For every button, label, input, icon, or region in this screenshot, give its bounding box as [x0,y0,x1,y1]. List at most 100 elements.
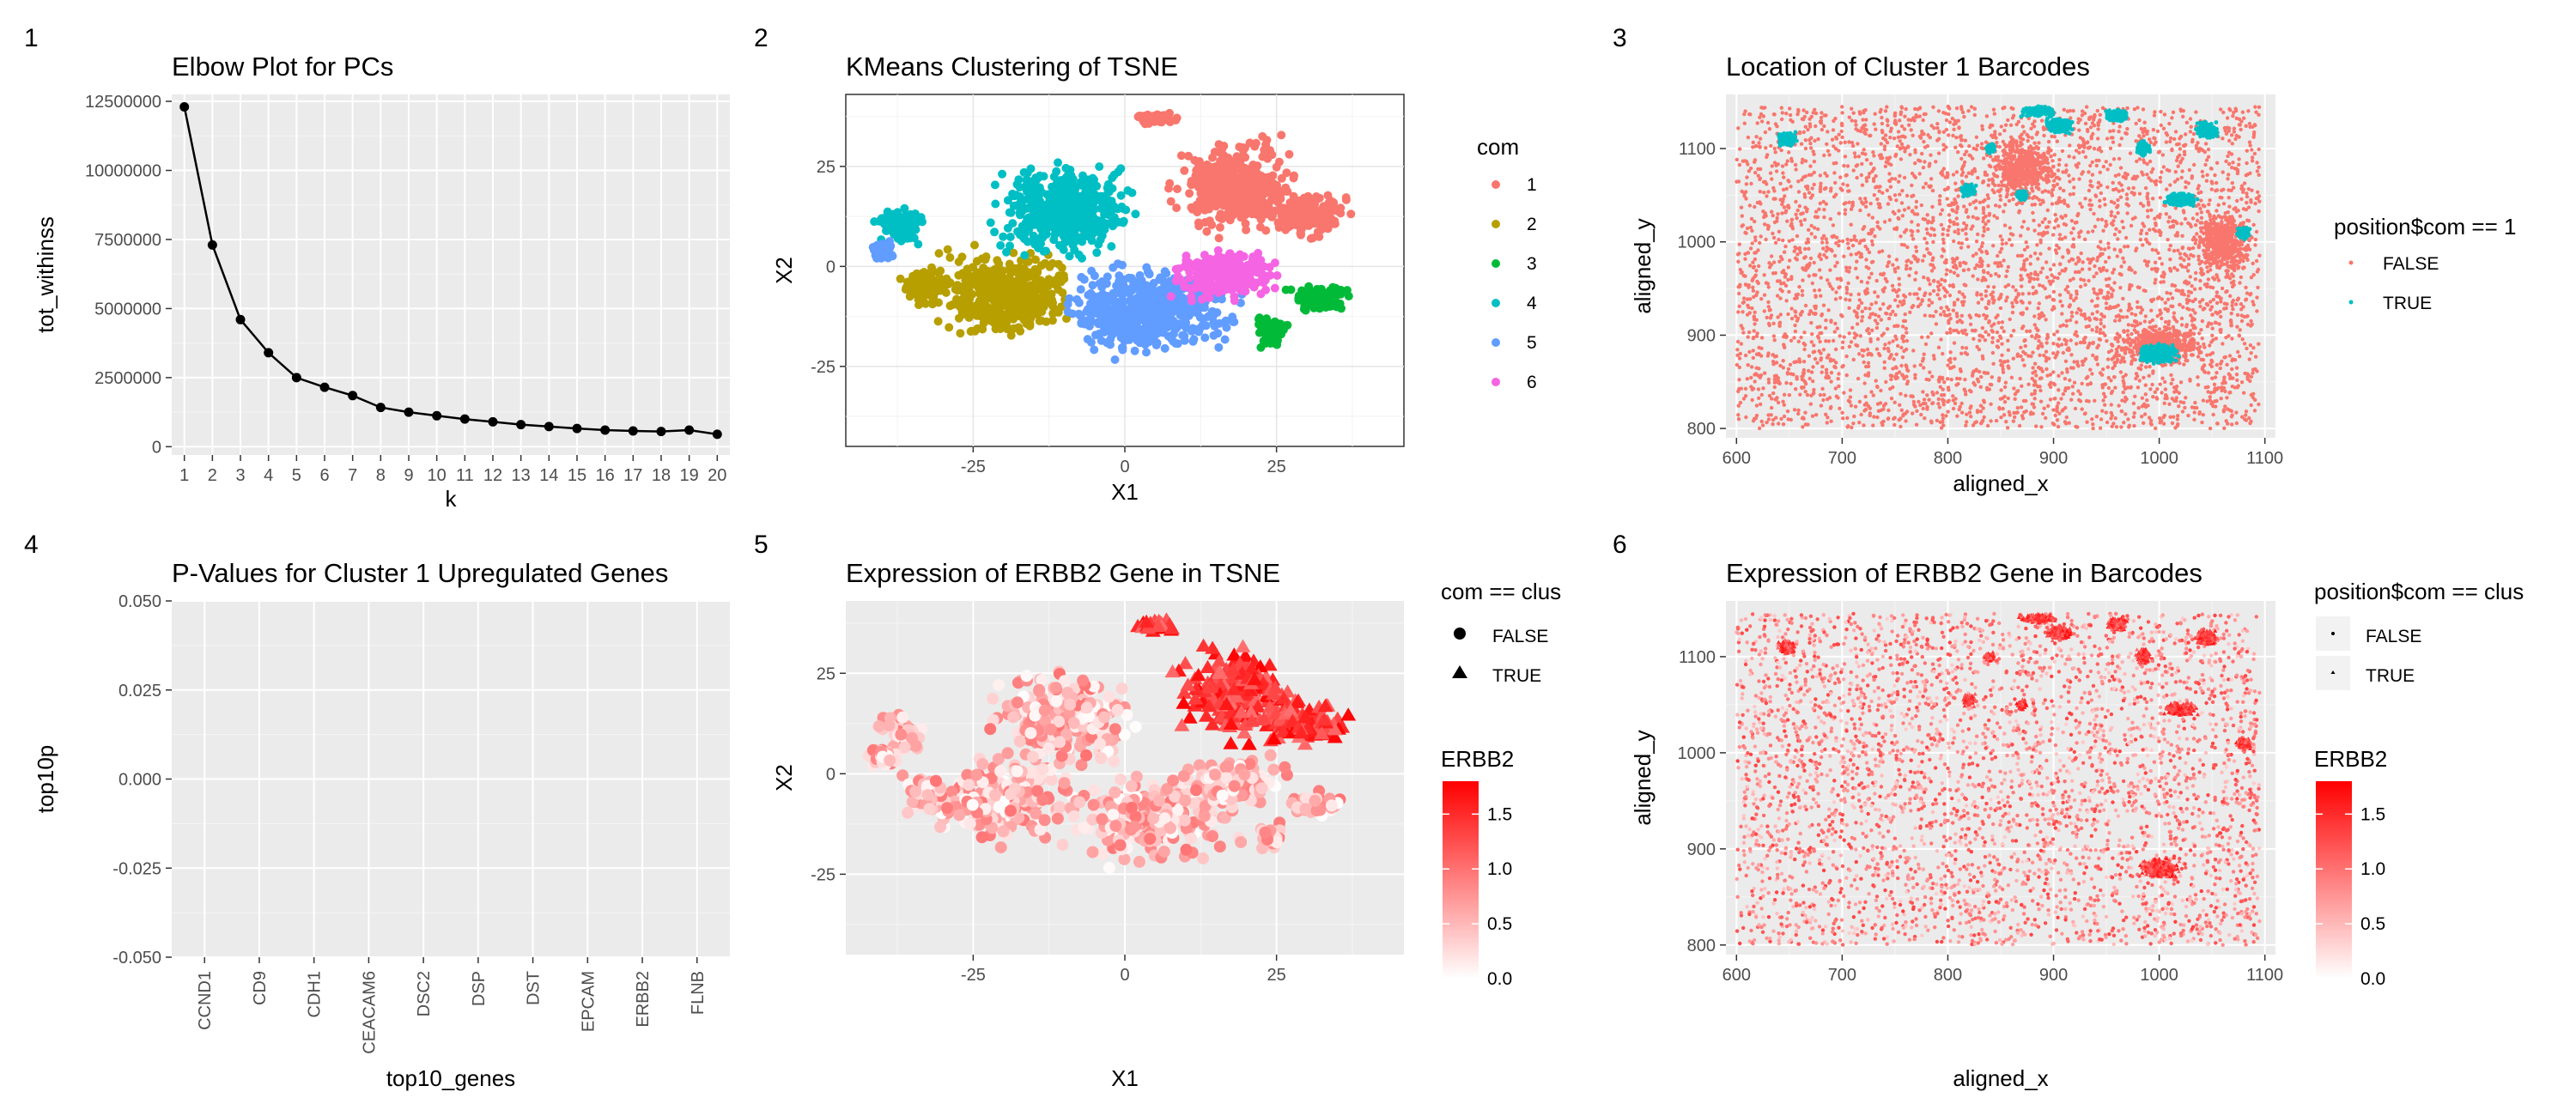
location-point-false [2095,345,2099,350]
elbow-point [628,426,638,436]
location-point-false [1803,390,1807,394]
location-point-false [1955,297,1960,302]
kmeans-point-cluster-1 [1242,225,1251,234]
location-point-false [2080,381,2084,385]
location-point-false [1938,194,1942,198]
location-point-false [2153,136,2157,141]
kmeans-point-cluster-2 [952,294,961,304]
location-point-false [1817,288,1822,293]
location-point-false [1999,124,2003,129]
kmeans-point-cluster-4 [1107,242,1116,251]
location-point-false [2087,188,2092,193]
kmeans-point-cluster-6 [1230,296,1239,306]
location-point-false [2184,324,2189,329]
location-point-false [2210,351,2215,355]
kmeans-point-cluster-4 [1095,226,1104,235]
location-point-false [2245,191,2249,196]
location-point-false [2119,264,2123,269]
location-point-false [2153,110,2157,114]
location-point-false [2077,234,2081,239]
elbow-point [684,425,695,435]
location-point-false [1741,397,1747,401]
location-point-false [1921,406,1925,411]
location-point-false [1871,150,1875,155]
location-point-false [2002,209,2006,214]
location-point-false [1955,319,1959,324]
kmeans-point-cluster-2 [957,252,967,262]
location-point-false [2178,380,2184,385]
location-point-false [2186,269,2190,273]
location-point-false [1813,288,1817,293]
elbow-y-tick-label: 7500000 [94,231,161,250]
kmeans-point-cluster-6 [1256,289,1266,299]
kmeans-point-cluster-5 [1145,270,1154,278]
location-point-false [2112,281,2117,285]
location-point-false [1917,172,1922,176]
panel-tag-1: 1 [24,24,39,52]
kmeans-point-cluster-5 [1105,305,1115,314]
location-point-false [2218,366,2222,371]
location-point-false [2032,323,2037,327]
kmeans-point-cluster-4 [996,240,1005,250]
kmeans-point-cluster-1 [1232,196,1242,205]
location-point-false [2096,127,2100,131]
location-point-false [2081,149,2086,154]
location-point-false [1771,422,1775,427]
location-point-false [2072,380,2077,385]
kmeans-point-cluster-5 [1099,294,1109,304]
location-point-false [2011,305,2015,309]
location-point-false [1898,173,1902,179]
location-point-false [1865,287,1869,291]
location-point-false [1833,297,1838,301]
location-point-false [1871,393,1875,397]
elbow-plot-area [172,94,730,455]
location-point-false [1945,197,1949,201]
location-point-false [2234,373,2239,377]
elbow-point [488,416,498,427]
location-point-false [2199,215,2204,220]
location-point-false [1854,266,1858,270]
location-point-false [1923,313,1927,318]
location-point-false [1869,239,1874,244]
location-point-false [1894,198,1899,203]
location-point-false [2083,237,2087,241]
location-point-false [1860,315,1865,319]
location-point-false [1994,272,1998,276]
elbow-x-tick-label: 8 [376,466,386,485]
location-point-false [1984,140,1989,144]
kmeans-point-cluster-4 [1114,217,1123,227]
location-point-false [1986,227,1990,232]
location-point-false [2090,299,2094,303]
kmeans-point-cluster-4 [1074,250,1084,259]
location-point-false [2132,411,2136,415]
kmeans-point-cluster-4 [1116,191,1126,200]
location-point-false [1910,234,1914,238]
kmeans-point-cluster-5 [1209,331,1218,340]
kmeans-point-cluster-1 [1230,164,1239,173]
location-point-false [1874,347,1880,351]
location-point-false [2000,342,2004,346]
location-point-false [1862,423,1866,428]
location-point-false [2121,256,2125,260]
location-point-false [2117,403,2121,408]
kmeans-point-cluster-4 [1042,246,1050,256]
location-point-false [1964,227,1968,231]
location-point-false [1764,146,1768,150]
location-point-false [2093,224,2098,229]
kmeans-point-cluster-1 [1202,227,1212,236]
location-point-false [1771,231,1775,236]
location-point-false [2096,217,2100,221]
kmeans-point-cluster-4 [893,227,902,236]
location-point-false [1814,413,1819,417]
location-point-false [2115,254,2119,258]
location-point-false [1956,194,1960,198]
location-point-false [2170,116,2174,120]
location-point-false [2257,173,2261,177]
kmeans-point-cluster-2 [945,278,955,288]
location-point-false [2025,329,2029,334]
location-point-false [1922,253,1927,258]
location-point-false [1991,285,1996,289]
location-point-false [2020,225,2025,229]
location-point-false [1794,167,1798,172]
location-point-false [2229,312,2233,316]
